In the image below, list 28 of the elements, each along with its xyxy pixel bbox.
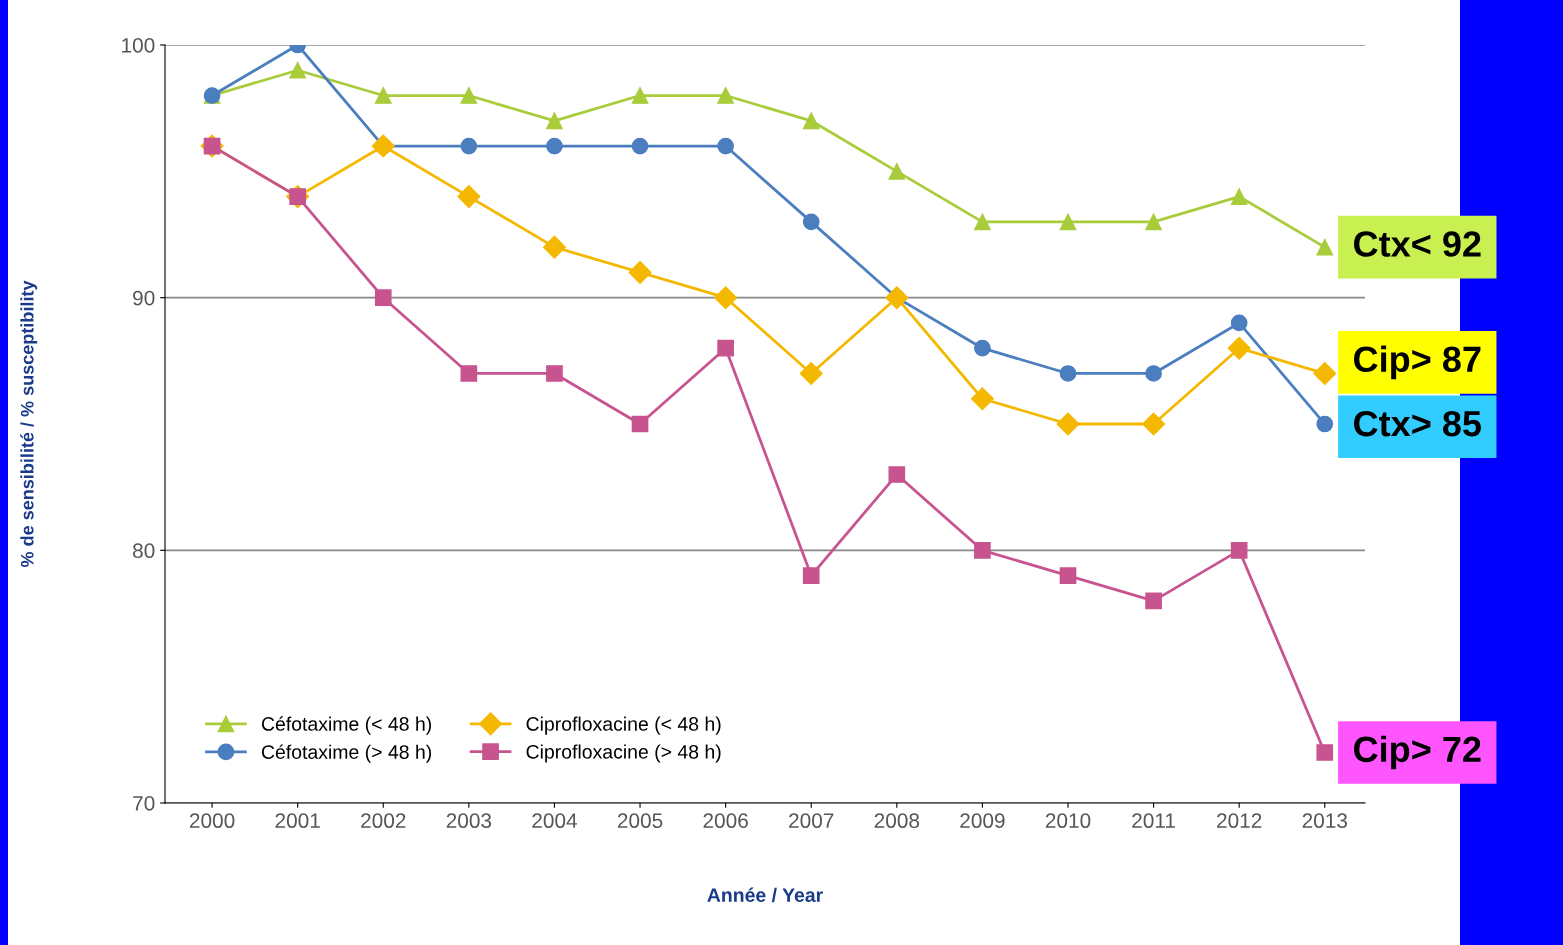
x-tick-label: 2005: [617, 813, 663, 829]
x-axis-title: Année / Year: [707, 887, 823, 903]
y-tick-label: 90: [133, 290, 155, 306]
x-tick-label: 2004: [532, 813, 578, 829]
y-tick-label: 100: [122, 38, 155, 53]
annotation: Cip> 72: [1354, 735, 1481, 770]
legend-label: Céfotaxime (> 48 h): [261, 744, 432, 763]
x-tick-label: 2001: [275, 813, 320, 829]
legend-label: Céfotaxime (< 48 h): [261, 716, 432, 735]
y-tick-label: 70: [133, 796, 155, 811]
legend-label: Ciprofloxacine (< 48 h): [526, 716, 721, 735]
annotation: Ctx< 92: [1354, 231, 1481, 257]
y-axis-title: % de sensibilité / % susceptibility: [20, 280, 38, 568]
annotation: Cip> 87: [1354, 345, 1481, 380]
x-tick-label: 2013: [1302, 813, 1348, 829]
x-tick-label: 2012: [1217, 813, 1262, 829]
annotation: Ctx> 85: [1354, 410, 1482, 437]
x-tick-label: 2010: [1045, 813, 1091, 829]
x-tick-label: 2007: [789, 813, 834, 829]
x-tick-label: 2003: [446, 813, 492, 829]
x-tick-label: 2009: [960, 813, 1005, 829]
x-tick-label: 2000: [189, 813, 235, 829]
x-tick-label: 2008: [874, 813, 920, 829]
x-tick-label: 2006: [703, 813, 748, 829]
legend-label: Ciprofloxacine (> 48 h): [526, 744, 721, 763]
x-tick-label: 2011: [1132, 813, 1175, 829]
y-tick-label: 80: [133, 543, 155, 559]
x-tick-label: 2002: [361, 813, 406, 829]
